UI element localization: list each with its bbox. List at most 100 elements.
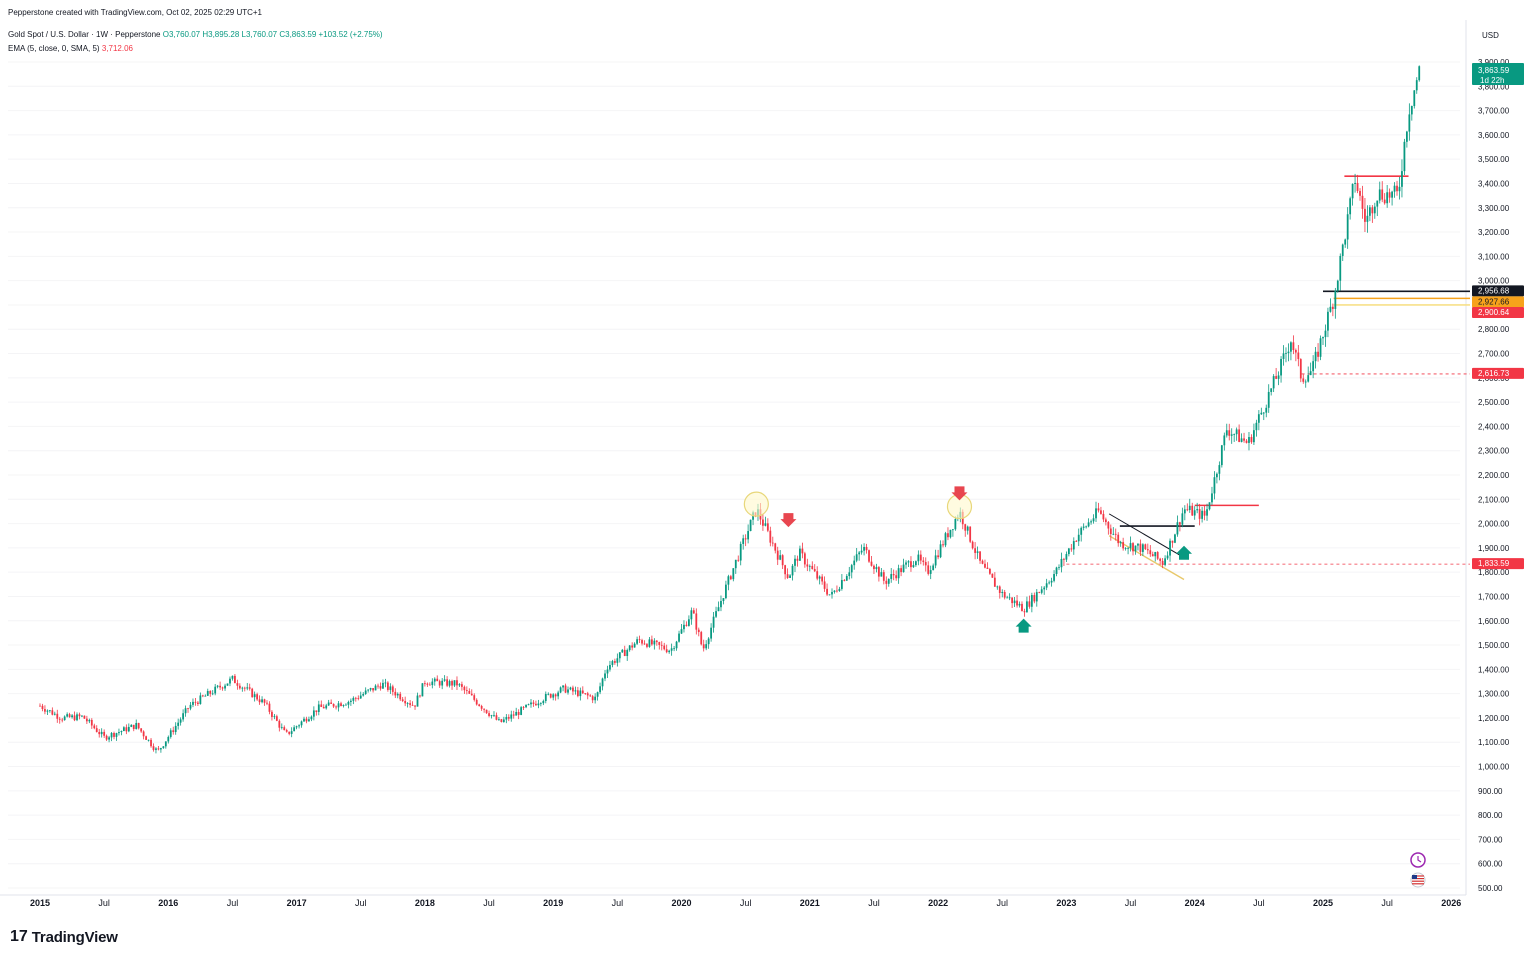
candle[interactable] [1344,238,1347,248]
candle[interactable] [273,714,276,720]
candle[interactable] [1114,528,1117,541]
candle[interactable] [238,683,241,690]
candle[interactable] [1040,586,1043,595]
candle[interactable] [490,714,493,719]
candle[interactable] [421,683,424,697]
candle[interactable] [1290,341,1292,361]
candle[interactable] [90,718,93,729]
candle[interactable] [1235,427,1238,441]
candle[interactable] [535,700,537,706]
candle[interactable] [416,692,419,707]
candle[interactable] [929,565,932,580]
candle[interactable] [942,540,944,548]
candle[interactable] [648,637,651,648]
candle[interactable] [155,747,157,754]
candle[interactable] [505,714,508,724]
candle[interactable] [1109,524,1112,541]
candle[interactable] [606,665,609,679]
candle[interactable] [670,643,673,656]
candle[interactable] [1028,595,1031,609]
candle[interactable] [1149,545,1152,557]
candle[interactable] [108,735,110,743]
candle[interactable] [234,674,236,684]
candle[interactable] [197,700,199,707]
candle[interactable] [1398,176,1401,200]
candle[interactable] [315,710,318,716]
candle[interactable] [596,691,599,701]
candle[interactable] [396,692,399,699]
candle[interactable] [258,695,261,705]
candle[interactable] [404,696,407,707]
candle[interactable] [771,536,774,547]
candle[interactable] [453,680,456,687]
candle[interactable] [914,560,917,567]
candle[interactable] [660,641,663,651]
candle[interactable] [1018,601,1021,608]
candle[interactable] [737,555,740,562]
candle[interactable] [1169,538,1171,562]
candle[interactable] [1351,183,1354,206]
candle[interactable] [700,630,703,646]
candle[interactable] [283,725,286,731]
candle[interactable] [1178,521,1181,532]
candle[interactable] [85,715,88,724]
candle[interactable] [498,717,500,721]
candle[interactable] [1206,503,1208,521]
candle[interactable] [63,715,66,721]
candle[interactable] [1408,103,1411,141]
candle[interactable] [1186,503,1189,512]
candle[interactable] [53,711,56,716]
horizontal-levels[interactable] [1066,175,1470,565]
candle[interactable] [443,675,446,682]
candle[interactable] [483,708,486,713]
candle[interactable] [135,719,138,730]
candle[interactable] [1403,138,1406,176]
candle[interactable] [1045,578,1048,591]
candle[interactable] [1139,539,1142,556]
candle[interactable] [1319,335,1322,361]
candle[interactable] [1253,423,1255,446]
candle[interactable] [618,652,621,663]
candle[interactable] [1341,243,1344,261]
candle[interactable] [1410,105,1413,121]
candle[interactable] [224,683,226,691]
candle[interactable] [98,728,101,738]
candle[interactable] [51,707,54,716]
candle[interactable] [905,560,907,569]
candle[interactable] [1082,523,1085,531]
candle[interactable] [458,683,461,687]
candle[interactable] [776,546,779,566]
candle[interactable] [623,645,626,657]
candle[interactable] [310,715,313,722]
candle[interactable] [1270,388,1273,396]
candle[interactable] [816,566,819,581]
candle[interactable] [308,716,310,722]
candle[interactable] [95,725,98,733]
candle[interactable] [150,738,152,748]
candle[interactable] [305,716,308,724]
candle[interactable] [984,559,986,569]
candle[interactable] [461,681,463,691]
candle[interactable] [364,687,367,695]
candle[interactable] [1364,198,1366,233]
candle[interactable] [574,686,577,695]
candle[interactable] [83,715,86,719]
candle[interactable] [882,569,885,585]
candle[interactable] [653,638,656,650]
candle[interactable] [675,640,678,651]
candle[interactable] [48,709,51,713]
candle[interactable] [100,728,103,738]
candle[interactable] [875,563,878,573]
channel-lower-line[interactable] [1108,535,1185,581]
candle[interactable] [742,534,745,550]
candle[interactable] [803,551,806,568]
candle[interactable] [431,678,434,689]
candle[interactable] [1092,514,1095,524]
candle[interactable] [552,693,555,701]
candle[interactable] [1381,181,1384,203]
candle[interactable] [1238,424,1241,443]
candle[interactable] [626,648,629,661]
candle[interactable] [248,683,251,691]
candle[interactable] [1137,543,1139,551]
candle[interactable] [1127,547,1129,555]
